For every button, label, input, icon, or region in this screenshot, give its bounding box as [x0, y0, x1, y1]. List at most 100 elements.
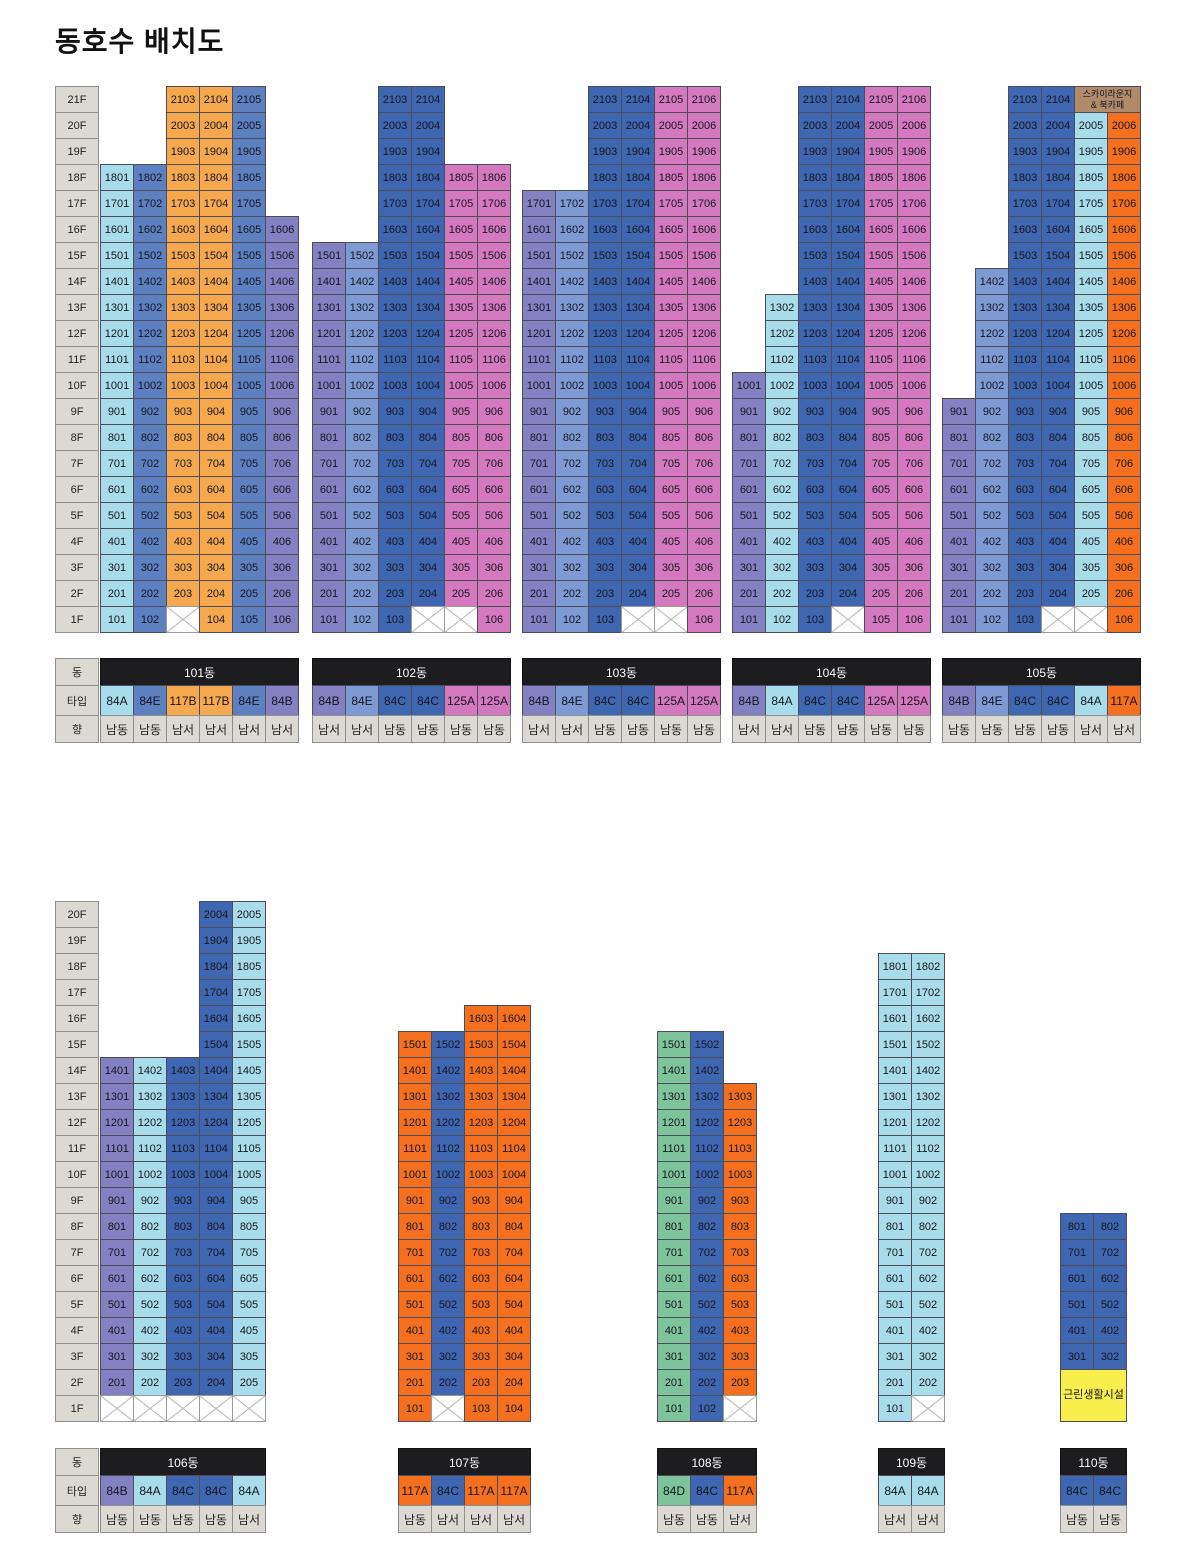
unit-cell: 1501	[657, 1031, 691, 1058]
unit-cell: 101	[732, 606, 766, 633]
unit-cell: 806	[477, 424, 511, 451]
unit-cell: 1001	[657, 1161, 691, 1188]
unit-cell: 2006	[1107, 112, 1141, 139]
unit-cell: 704	[199, 1239, 233, 1266]
unit-cell: 1405	[654, 268, 688, 295]
unit-cell: 1303	[464, 1083, 498, 1110]
unit-cell: 1202	[345, 320, 379, 347]
unit-cell: 1402	[690, 1057, 724, 1084]
unit-cell: 604	[831, 476, 865, 503]
unit-cell: 1303	[378, 294, 412, 321]
unit-cell: 1704	[199, 979, 233, 1006]
legend-direction-cell: 남서	[232, 715, 266, 743]
unit-cell: 901	[100, 398, 134, 425]
unit-cell: 1105	[232, 346, 266, 373]
unit-cell: 1206	[477, 320, 511, 347]
unit-cell: 1303	[166, 294, 200, 321]
unit-cell: 1103	[723, 1135, 757, 1162]
unit-cell: 1401	[398, 1057, 432, 1084]
unit-cell: 901	[657, 1187, 691, 1214]
unit-cell: 1503	[378, 242, 412, 269]
unit-cell: 402	[975, 528, 1009, 555]
unit-cell: 603	[798, 476, 832, 503]
unit-cell: 1102	[911, 1135, 945, 1162]
unit-cell: 606	[897, 476, 931, 503]
unit-cell: 1302	[690, 1083, 724, 1110]
floor-label-13F: 13F	[55, 294, 99, 321]
unit-cell: 203	[464, 1369, 498, 1396]
legend-building-name: 108동	[657, 1448, 757, 1476]
unit-cell: 601	[100, 1265, 134, 1292]
unit-cell: 1401	[657, 1057, 691, 1084]
unit-cell: 302	[431, 1343, 465, 1370]
unit-cell: 502	[431, 1291, 465, 1318]
legend-direction-cell: 남동	[975, 715, 1009, 743]
unit-cell: 106	[687, 606, 721, 633]
unit-cell: 2004	[621, 112, 655, 139]
unit-cell: 1905	[232, 138, 266, 165]
unit-cell: 403	[464, 1317, 498, 1344]
unit-cell: 104	[199, 606, 233, 633]
unit-cell: 102	[345, 606, 379, 633]
unit-cell: 701	[100, 1239, 134, 1266]
unit-cell: 1205	[1074, 320, 1108, 347]
legend-type-cell: 84C	[621, 685, 655, 716]
unit-cell: 802	[690, 1213, 724, 1240]
unit-cell: 1002	[690, 1161, 724, 1188]
unit-cell: 1004	[199, 372, 233, 399]
unit-cell: 205	[444, 580, 478, 607]
unit-cell: 1003	[723, 1161, 757, 1188]
legend-type-cell: 84C	[831, 685, 865, 716]
unit-cell: 1405	[444, 268, 478, 295]
legend-axis-type: 타입	[55, 685, 99, 716]
unit-cell: 605	[654, 476, 688, 503]
unit-cell: 1602	[133, 216, 167, 243]
unit-cell: 301	[100, 1343, 134, 1370]
legend-type-cell: 84B	[312, 685, 346, 716]
unit-cell: 1204	[621, 320, 655, 347]
legend-type-cell: 84A	[133, 1475, 167, 1506]
unit-cell: 105	[232, 606, 266, 633]
unit-cell: 401	[1060, 1317, 1094, 1344]
unit-cell: 902	[133, 1187, 167, 1214]
unit-cell: 2004	[831, 112, 865, 139]
unit-cell: 103	[588, 606, 622, 633]
unit-cell: 406	[687, 528, 721, 555]
unit-cell: 2003	[378, 112, 412, 139]
unit-cell: 201	[878, 1369, 912, 1396]
unit-cell: 103	[464, 1395, 498, 1422]
unit-cell: 204	[621, 580, 655, 607]
legend-type-cell: 84E	[555, 685, 589, 716]
unit-cell: 602	[345, 476, 379, 503]
unit-cell: 1001	[100, 1161, 134, 1188]
unit-cell: 1304	[411, 294, 445, 321]
unit-cell: 906	[265, 398, 299, 425]
unit-cell: 1005	[232, 1161, 266, 1188]
legend-direction-cell: 남동	[100, 1505, 134, 1533]
crossed-cell	[1074, 606, 1108, 633]
unit-cell: 1804	[1041, 164, 1075, 191]
unit-cell: 805	[654, 424, 688, 451]
unit-cell: 103	[378, 606, 412, 633]
unit-cell: 404	[497, 1317, 531, 1344]
unit-cell: 902	[431, 1187, 465, 1214]
unit-cell: 404	[1041, 528, 1075, 555]
unit-cell: 202	[555, 580, 589, 607]
unit-cell: 2003	[166, 112, 200, 139]
unit-cell: 403	[723, 1317, 757, 1344]
unit-cell: 1002	[431, 1161, 465, 1188]
unit-cell: 1206	[897, 320, 931, 347]
unit-cell: 106	[1107, 606, 1141, 633]
unit-cell: 1201	[522, 320, 556, 347]
unit-cell: 1605	[232, 1005, 266, 1032]
unit-cell: 405	[232, 1317, 266, 1344]
unit-cell: 1004	[411, 372, 445, 399]
unit-cell: 704	[1041, 450, 1075, 477]
unit-cell: 1502	[555, 242, 589, 269]
unit-cell: 406	[265, 528, 299, 555]
legend-axis-building: 동	[55, 658, 99, 686]
unit-cell: 704	[411, 450, 445, 477]
unit-cell: 1504	[199, 1031, 233, 1058]
unit-cell: 1001	[312, 372, 346, 399]
legend-building-name: 103동	[522, 658, 721, 686]
